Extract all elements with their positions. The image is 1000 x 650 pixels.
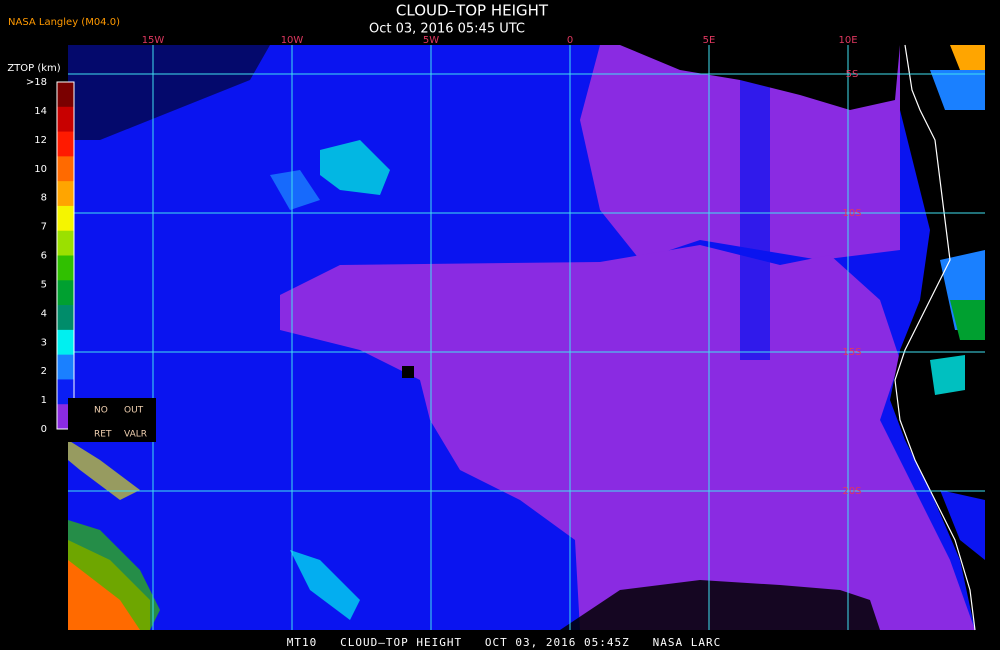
deep-cloud: [290, 550, 360, 620]
colorbar-label: >18: [26, 77, 47, 88]
coastline: [894, 44, 976, 631]
colorbar-label: 3: [41, 337, 47, 348]
longitude-label: 5W: [423, 35, 439, 46]
no-retrieval-area: [402, 366, 414, 378]
no-retrieval-area: [560, 580, 880, 630]
colorbar-swatch: [57, 255, 74, 281]
colorbar-swatch: [57, 156, 74, 182]
colorbar-label: 0: [41, 424, 47, 435]
deep-cloud: [68, 440, 140, 500]
legend-box: [68, 398, 156, 442]
colorbar-swatch: [57, 82, 74, 108]
legend-text: OUT: [124, 406, 144, 416]
latitude-label: 10S: [842, 208, 861, 219]
legend-text: VALR: [124, 430, 147, 440]
colorbar-label: 8: [41, 193, 47, 204]
colorbar-swatch: [57, 354, 74, 380]
legend-text: NO: [94, 406, 108, 416]
legend-text: RET: [94, 430, 112, 440]
colorbar-swatch: [57, 205, 74, 232]
cloud-patch: [270, 170, 320, 210]
cloud-band: [740, 45, 770, 360]
longitude-label: 10W: [281, 35, 304, 46]
cloud-patch: [930, 355, 965, 395]
low-cloud-region: [280, 245, 975, 630]
colorbar-label: 2: [41, 366, 47, 377]
cloud-patch: [320, 140, 390, 195]
cloud-patch: [950, 300, 985, 340]
cloud-patch: [940, 490, 985, 560]
title: CLOUD–TOP HEIGHT: [396, 2, 549, 20]
colorbar-swatch: [57, 230, 74, 256]
land-africa: [890, 45, 985, 630]
no-retrieval-area: [620, 45, 900, 110]
colorbar-swatch: [57, 280, 74, 306]
longitude-label: 10E: [838, 35, 857, 46]
colorbar-label: 1: [41, 395, 47, 406]
footer: MT10 CLOUD–TOP HEIGHT OCT 03, 2016 05:45…: [287, 636, 722, 649]
map-imagery: [68, 44, 985, 631]
colorbar-title: ZTOP (km): [7, 63, 60, 74]
latitude-label: 5S: [846, 69, 859, 80]
colorbar-swatch: [57, 106, 74, 133]
deep-cloud: [68, 520, 160, 630]
colorbar-label: 10: [34, 164, 47, 175]
latitude-label: 15S: [842, 347, 861, 358]
colorbar-label: 4: [41, 308, 47, 319]
colorbar-label: 12: [34, 135, 47, 146]
colorbar-label: 7: [41, 222, 47, 233]
latitude-label: 20S: [842, 486, 861, 497]
colorbar-swatch: [57, 305, 74, 331]
colorbar-label: 5: [41, 279, 47, 290]
colorbar-label: 14: [34, 106, 47, 117]
no-retrieval-area: [68, 45, 270, 140]
colorbar-swatch: [57, 181, 74, 207]
longitude-label: 15W: [142, 35, 165, 46]
longitude-label: 5E: [703, 35, 716, 46]
subtitle: Oct 03, 2016 05:45 UTC: [369, 22, 525, 37]
longitude-label: 0: [567, 35, 573, 46]
source-label: NASA Langley (M04.0): [8, 17, 120, 28]
graticule: 15W 10W 5W 0 5E 10E 5S 10S 15S 20S: [68, 35, 985, 630]
colorbar-frame: [56, 81, 75, 430]
colorbar-swatch: [57, 131, 74, 157]
colorbar-label: 6: [41, 251, 47, 262]
cloud-patch: [930, 70, 985, 110]
cloud-patch: [950, 45, 985, 70]
colorbar-swatch: [57, 329, 74, 356]
